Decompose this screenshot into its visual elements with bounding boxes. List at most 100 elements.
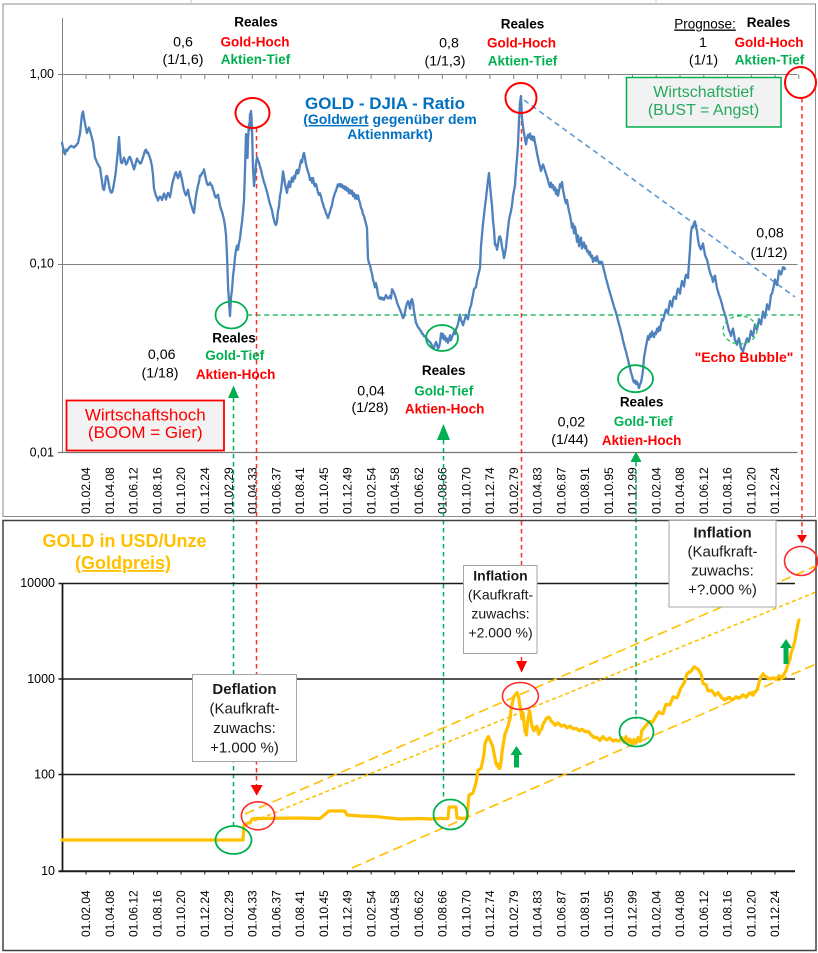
svg-text:(Kaufkraft-: (Kaufkraft- — [687, 544, 757, 561]
svg-text:01.02.79: 01.02.79 — [507, 467, 521, 514]
svg-text:Aktienmarkt): Aktienmarkt) — [347, 126, 433, 142]
svg-text:01.02.04: 01.02.04 — [649, 467, 663, 514]
svg-text:01.02.54: 01.02.54 — [364, 890, 378, 937]
svg-text:01.08.41: 01.08.41 — [293, 890, 307, 937]
svg-text:zuwachs:: zuwachs: — [691, 563, 754, 580]
svg-text:(Goldpreis): (Goldpreis) — [75, 553, 171, 573]
svg-text:01.08.91: 01.08.91 — [578, 467, 592, 514]
svg-text:01.12.49: 01.12.49 — [341, 890, 355, 937]
svg-text:Inflation: Inflation — [693, 525, 751, 542]
svg-text:Aktien-Hoch: Aktien-Hoch — [602, 433, 682, 448]
svg-text:01.04.08: 01.04.08 — [103, 890, 117, 937]
svg-text:01.04.08: 01.04.08 — [673, 890, 687, 937]
svg-text:01.04.58: 01.04.58 — [388, 467, 402, 514]
svg-text:01.06.12: 01.06.12 — [127, 890, 141, 937]
svg-text:01.04.33: 01.04.33 — [246, 890, 260, 937]
svg-text:Gold-Tief: Gold-Tief — [614, 414, 674, 429]
svg-text:01.10.20: 01.10.20 — [745, 467, 759, 514]
svg-text:01.02.79: 01.02.79 — [507, 890, 521, 937]
svg-text:Aktien-Hoch: Aktien-Hoch — [196, 367, 276, 382]
svg-text:01.12.24: 01.12.24 — [768, 467, 782, 514]
svg-text:01.08.16: 01.08.16 — [151, 467, 165, 514]
svg-text:01.06.87: 01.06.87 — [554, 890, 568, 937]
svg-text:Aktien-Hoch: Aktien-Hoch — [405, 402, 485, 417]
svg-text:Aktien-Tief: Aktien-Tief — [221, 52, 291, 67]
svg-text:(1/12): (1/12) — [750, 245, 787, 261]
svg-text:(1/28): (1/28) — [351, 400, 388, 416]
svg-text:01.12.99: 01.12.99 — [626, 890, 640, 937]
svg-text:01.10.20: 01.10.20 — [174, 890, 188, 937]
svg-text:(1/1): (1/1) — [689, 53, 718, 69]
svg-text:(1/44): (1/44) — [551, 432, 588, 448]
svg-text:+2.000 %): +2.000 %) — [468, 625, 532, 641]
svg-text:01.12.24: 01.12.24 — [768, 890, 782, 937]
svg-text:01.10.45: 01.10.45 — [317, 890, 331, 937]
svg-text:Inflation: Inflation — [473, 568, 527, 584]
svg-text:01.02.04: 01.02.04 — [79, 890, 93, 937]
svg-text:(1/1,6): (1/1,6) — [162, 52, 203, 68]
svg-text:01.10.95: 01.10.95 — [602, 467, 616, 514]
svg-text:Aktien-Tief: Aktien-Tief — [735, 53, 805, 68]
svg-text:GOLD - DJIA - Ratio: GOLD - DJIA - Ratio — [305, 94, 465, 113]
svg-text:Prognose:: Prognose: — [674, 17, 736, 32]
svg-text:01.12.74: 01.12.74 — [483, 467, 497, 514]
svg-text:0,10: 0,10 — [30, 257, 54, 271]
svg-text:01.12.24: 01.12.24 — [198, 890, 212, 937]
svg-text:01.04.08: 01.04.08 — [103, 467, 117, 514]
svg-text:+1.000 %): +1.000 %) — [210, 740, 279, 757]
svg-text:(BOOM = Gier): (BOOM = Gier) — [88, 423, 203, 442]
svg-text:zuwachs:: zuwachs: — [471, 606, 529, 622]
svg-text:(Goldwert gegenüber dem: (Goldwert gegenüber dem — [303, 111, 476, 127]
svg-text:01.06.12: 01.06.12 — [127, 467, 141, 514]
svg-text:Wirtschaftstief: Wirtschaftstief — [653, 84, 754, 101]
svg-text:(BUST = Angst): (BUST = Angst) — [648, 102, 759, 119]
svg-text:0,02: 0,02 — [558, 415, 586, 431]
svg-text:zuwachs:: zuwachs: — [213, 720, 276, 737]
svg-text:Reales: Reales — [620, 395, 664, 410]
svg-text:01.02.54: 01.02.54 — [364, 467, 378, 514]
svg-text:Deflation: Deflation — [212, 681, 276, 698]
svg-text:01.06.37: 01.06.37 — [269, 890, 283, 937]
svg-text:01.08.16: 01.08.16 — [721, 467, 735, 514]
svg-text:0,06: 0,06 — [148, 347, 176, 363]
svg-text:01.06.62: 01.06.62 — [412, 467, 426, 514]
svg-text:01.10.20: 01.10.20 — [174, 467, 188, 514]
svg-text:Wirtschaftshoch: Wirtschaftshoch — [85, 406, 206, 425]
svg-text:0,01: 0,01 — [30, 446, 54, 460]
svg-text:Aktien-Tief: Aktien-Tief — [488, 54, 558, 69]
svg-text:100: 100 — [34, 768, 55, 782]
svg-text:01.12.49: 01.12.49 — [341, 467, 355, 514]
svg-text:01.04.83: 01.04.83 — [531, 467, 545, 514]
svg-text:01.12.24: 01.12.24 — [198, 467, 212, 514]
svg-text:01.04.33: 01.04.33 — [246, 467, 260, 514]
svg-text:10000: 10000 — [20, 576, 55, 590]
svg-text:(Kaufkraft-: (Kaufkraft- — [209, 701, 279, 718]
svg-text:01.06.12: 01.06.12 — [697, 467, 711, 514]
svg-text:01.02.29: 01.02.29 — [222, 890, 236, 937]
svg-text:01.08.66: 01.08.66 — [436, 890, 450, 937]
svg-text:"Echo Bubble": "Echo Bubble" — [695, 349, 794, 365]
svg-text:+?.000 %): +?.000 %) — [688, 582, 757, 599]
svg-text:01.12.74: 01.12.74 — [483, 890, 497, 937]
svg-text:01.06.62: 01.06.62 — [412, 890, 426, 937]
svg-text:01.10.45: 01.10.45 — [317, 467, 331, 514]
svg-text:01.02.29: 01.02.29 — [222, 467, 236, 514]
svg-text:Reales: Reales — [501, 17, 545, 32]
svg-text:01.08.16: 01.08.16 — [721, 890, 735, 937]
svg-text:1: 1 — [699, 35, 707, 51]
svg-text:01.06.12: 01.06.12 — [697, 890, 711, 937]
svg-text:01.10.20: 01.10.20 — [745, 890, 759, 937]
svg-text:01.12.99: 01.12.99 — [626, 467, 640, 514]
svg-text:01.04.58: 01.04.58 — [388, 890, 402, 937]
svg-text:01.08.91: 01.08.91 — [578, 890, 592, 937]
svg-text:Reales: Reales — [234, 15, 278, 30]
svg-text:01.10.95: 01.10.95 — [602, 890, 616, 937]
svg-text:01.04.08: 01.04.08 — [673, 467, 687, 514]
svg-text:Reales: Reales — [422, 363, 466, 378]
svg-text:0,08: 0,08 — [756, 226, 784, 242]
svg-text:0,6: 0,6 — [173, 35, 193, 51]
svg-text:0,8: 0,8 — [439, 36, 459, 52]
svg-text:01.08.41: 01.08.41 — [293, 467, 307, 514]
svg-text:01.10.70: 01.10.70 — [459, 890, 473, 937]
svg-text:01.08.66: 01.08.66 — [436, 467, 450, 514]
